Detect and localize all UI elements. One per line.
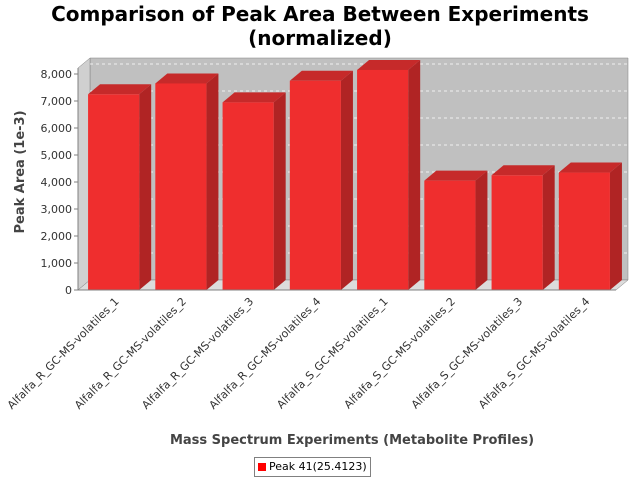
legend-label: Peak 41(25.4123) bbox=[269, 460, 367, 473]
bar-front bbox=[357, 69, 409, 290]
y-axis-label: Peak Area (1e-3) bbox=[13, 110, 28, 233]
bar-top bbox=[88, 84, 152, 95]
bars bbox=[88, 59, 622, 291]
bar-side bbox=[609, 162, 622, 290]
bar bbox=[357, 59, 421, 291]
chart-title-line2: (normalized) bbox=[248, 26, 392, 50]
y-tick-label: 0 bbox=[65, 284, 72, 297]
y-tick-label: 4,000 bbox=[41, 176, 73, 189]
bar-front bbox=[491, 175, 543, 290]
bar-top bbox=[558, 162, 622, 173]
legend-swatch bbox=[258, 463, 266, 471]
bar bbox=[222, 92, 286, 290]
bar-top bbox=[357, 59, 421, 70]
y-tick-label: 1,000 bbox=[41, 257, 73, 270]
bar bbox=[424, 170, 488, 290]
bar-front bbox=[558, 172, 610, 290]
bar bbox=[491, 165, 555, 290]
x-tick-label: Alfalfa_R_GC-MS-volatiles_4 bbox=[207, 295, 324, 412]
y-tick-label: 6,000 bbox=[41, 122, 73, 135]
y-tick-label: 3,000 bbox=[41, 203, 73, 216]
x-tick-label: Alfalfa_S_GC-MS-volatiles_3 bbox=[409, 295, 525, 411]
bar bbox=[289, 70, 353, 290]
bar bbox=[155, 73, 219, 290]
bar-side bbox=[340, 70, 353, 290]
bar-top bbox=[424, 170, 488, 181]
bar-side bbox=[139, 84, 152, 290]
bar-front bbox=[289, 80, 341, 290]
x-axis-label: Mass Spectrum Experiments (Metabolite Pr… bbox=[170, 433, 534, 448]
x-axis: Alfalfa_R_GC-MS-volatiles_1Alfalfa_R_GC-… bbox=[5, 289, 616, 412]
bar-front bbox=[88, 94, 140, 290]
bar-top bbox=[155, 73, 219, 84]
x-tick-label: Alfalfa_R_GC-MS-volatiles_3 bbox=[139, 295, 256, 412]
y-tick-label: 2,000 bbox=[41, 230, 73, 243]
x-tick-label: Alfalfa_S_GC-MS-volatiles_4 bbox=[476, 295, 592, 411]
bar-side bbox=[206, 73, 219, 290]
bar-side bbox=[273, 92, 286, 290]
bar-side bbox=[542, 165, 555, 290]
bar-top bbox=[491, 165, 555, 176]
x-tick-label: Alfalfa_S_GC-MS-volatiles_1 bbox=[274, 295, 390, 411]
y-tick-label: 8,000 bbox=[41, 68, 73, 81]
bar-front bbox=[424, 180, 476, 290]
bar-front bbox=[155, 83, 207, 290]
chart-title-line1: Comparison of Peak Area Between Experime… bbox=[51, 2, 589, 26]
chart-title: Comparison of Peak Area Between Experime… bbox=[0, 2, 640, 50]
bar-front bbox=[222, 102, 274, 290]
bar-top bbox=[222, 92, 286, 103]
legend: Peak 41(25.4123) bbox=[254, 457, 371, 477]
y-tick-label: 7,000 bbox=[41, 95, 73, 108]
x-tick-label: Alfalfa_R_GC-MS-volatiles_2 bbox=[72, 295, 189, 412]
y-tick-label: 5,000 bbox=[41, 149, 73, 162]
bar-side bbox=[408, 59, 421, 291]
x-tick-label: Alfalfa_R_GC-MS-volatiles_1 bbox=[5, 295, 122, 412]
x-tick-label: Alfalfa_S_GC-MS-volatiles_2 bbox=[342, 295, 458, 411]
y-axis: 0 1,000 2,000 3,000 4,000 5,000 6,000 7,000 8,00… bbox=[41, 68, 79, 297]
bar bbox=[88, 84, 152, 290]
bar-side bbox=[475, 170, 488, 290]
bar-top bbox=[289, 70, 353, 81]
bar bbox=[558, 162, 622, 290]
